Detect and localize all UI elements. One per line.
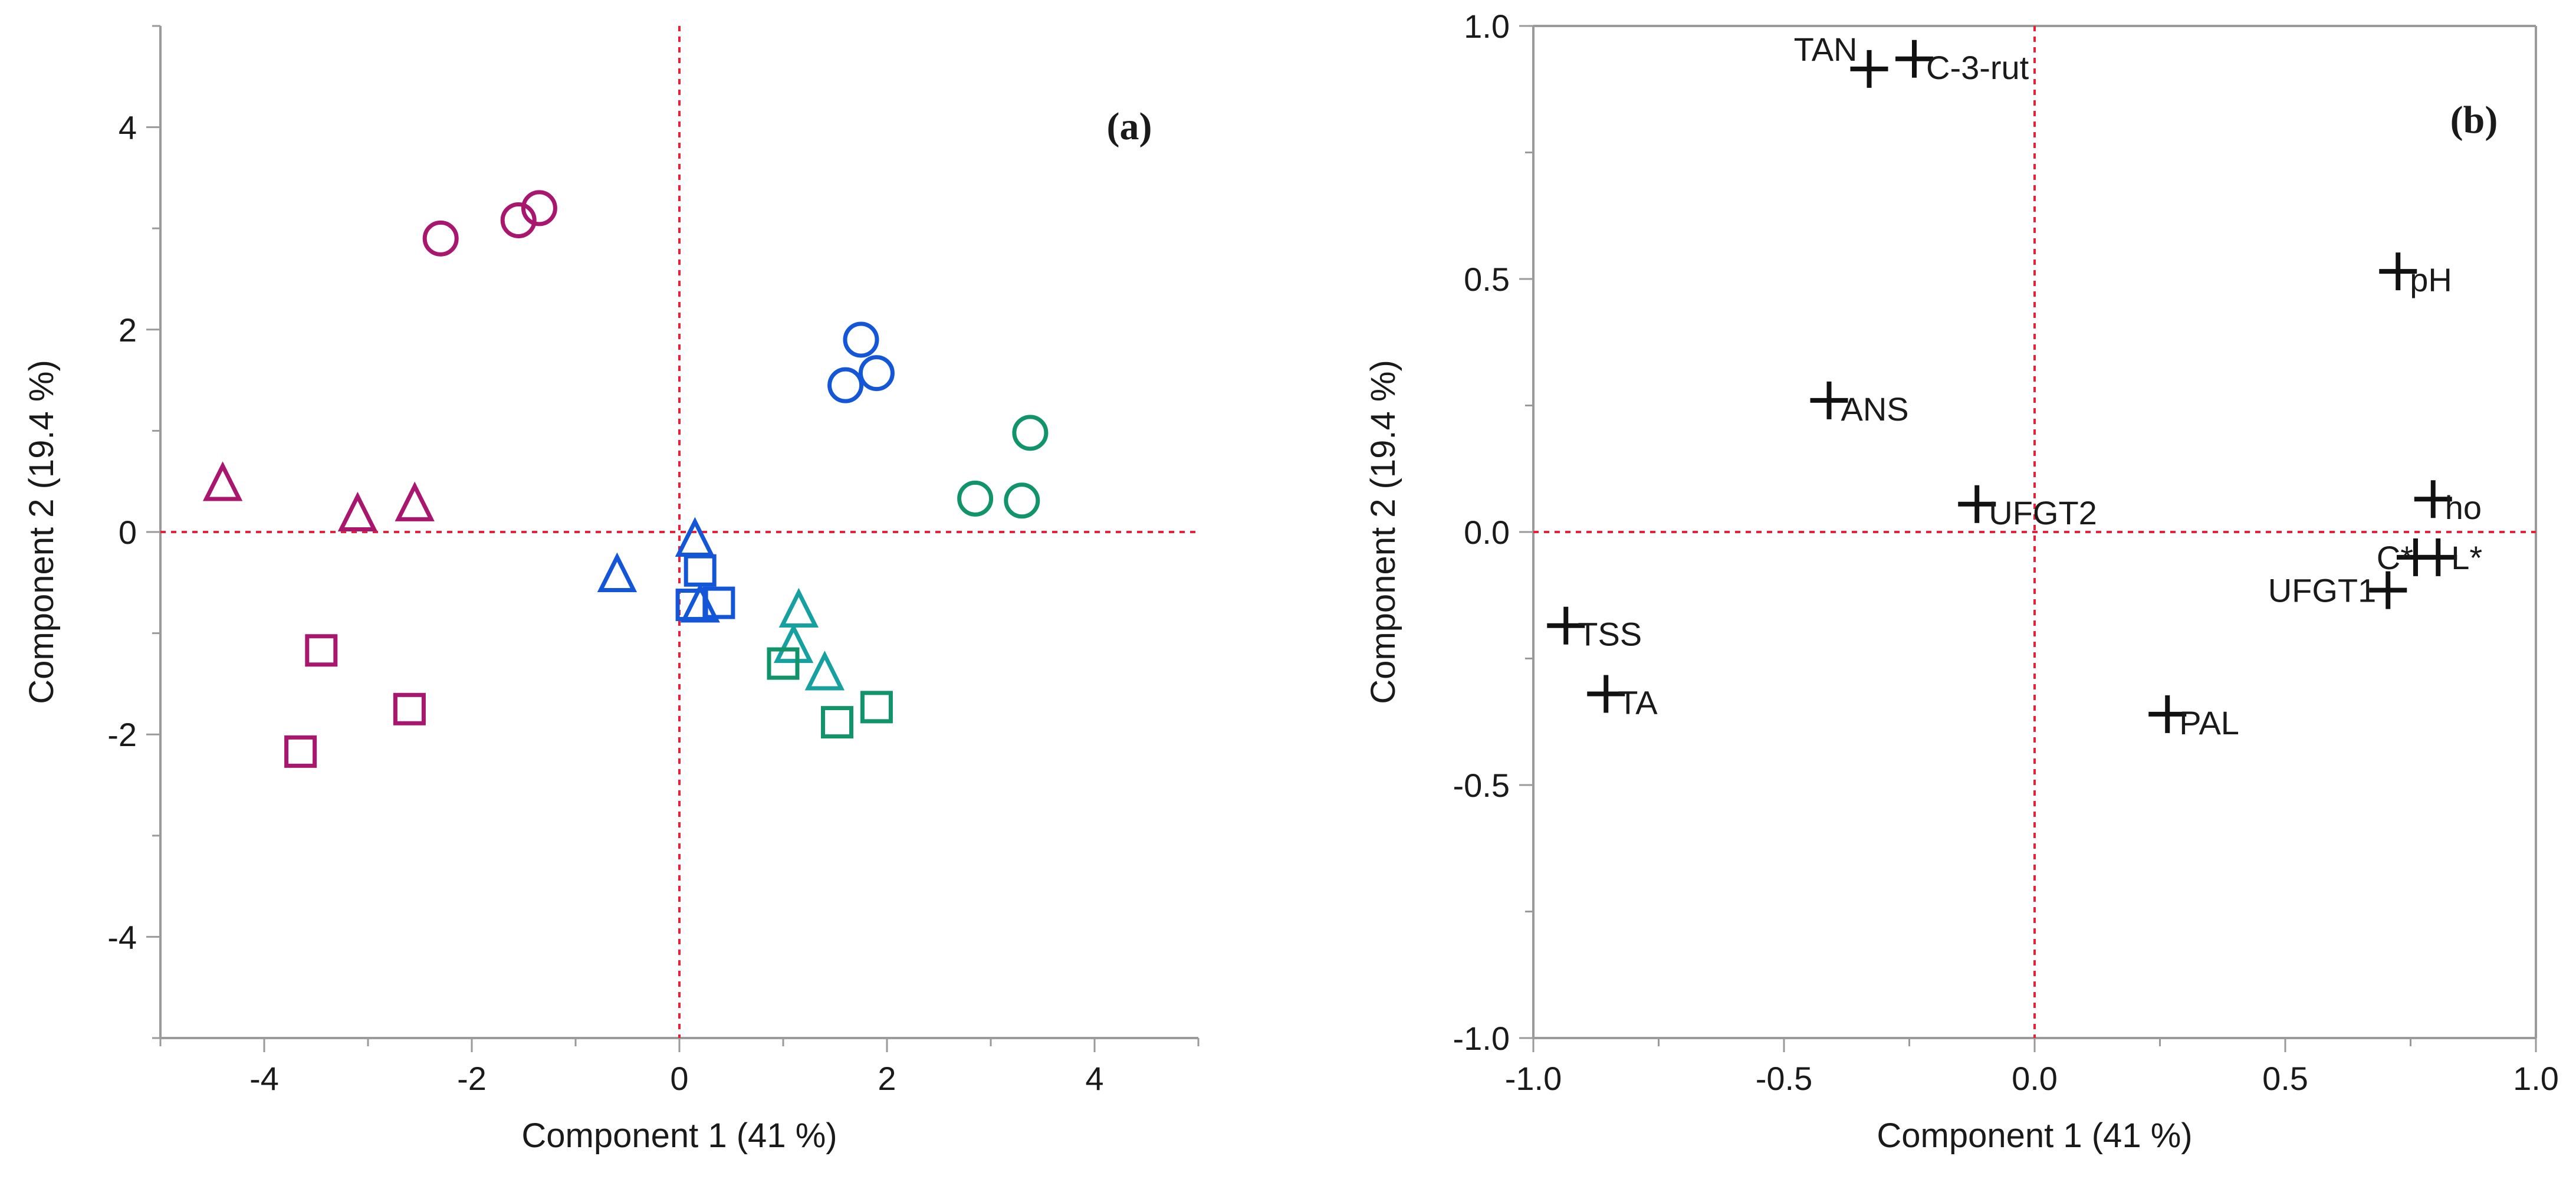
loading-label: TAN xyxy=(1794,31,1858,68)
loading-point-l: L* xyxy=(2419,538,2482,576)
loading-label: UFGT2 xyxy=(1989,494,2097,531)
blue-circle-point xyxy=(843,321,879,358)
loading-point-c: C* xyxy=(2377,538,2434,576)
loading-label: ho xyxy=(2445,489,2482,526)
loading-label: C-3-rut xyxy=(1926,49,2029,86)
y-axis-title: Component 2 (19.4 %) xyxy=(22,360,61,704)
blue-triangle-point xyxy=(675,517,715,557)
panel-b: -1.0 -0.5 0.0 0.5 1.0 -1.0 -0.5 0.0 0.5 1.0 Compon… xyxy=(1364,8,2559,1155)
magenta-circle-point xyxy=(422,220,459,257)
green-square-point xyxy=(821,706,854,739)
blue-square-point xyxy=(684,554,717,587)
loading-label: pH xyxy=(2410,261,2452,298)
green-square-point xyxy=(860,691,893,724)
loading-label: UFGT1 xyxy=(2268,572,2377,609)
x-tick-label: 0.0 xyxy=(2012,1060,2058,1097)
x-tick-label: -0.5 xyxy=(1756,1060,1813,1097)
loading-label: ANS xyxy=(1841,390,1909,428)
x-tick-label: 4 xyxy=(1085,1060,1103,1097)
x-axis-title: Component 1 (41 %) xyxy=(1877,1116,2192,1155)
x-tick-label: 0 xyxy=(670,1060,688,1097)
blue-circle-point xyxy=(827,367,864,403)
magenta-square-point xyxy=(305,634,338,667)
y-axis-title: Component 2 (19.4 %) xyxy=(1364,360,1402,704)
magenta-triangle-point xyxy=(395,481,435,521)
loading-label: C* xyxy=(2377,539,2413,576)
blue-triangle-point xyxy=(597,552,638,592)
blue-square-point xyxy=(702,586,735,619)
y-tick-label: 2 xyxy=(119,311,137,349)
loading-point-ufgt2: UFGT2 xyxy=(1958,485,2097,531)
magenta-circle-point xyxy=(521,190,557,226)
x-tick-label: 0.5 xyxy=(2262,1060,2308,1097)
blue-circle-point xyxy=(858,355,895,392)
y-tick-label: -2 xyxy=(107,716,137,753)
panel-label: (a) xyxy=(1107,105,1152,148)
loading-point-ans: ANS xyxy=(1810,381,1909,428)
green-square-point xyxy=(767,647,800,680)
x-tick-label: -4 xyxy=(249,1060,279,1097)
loading-label: TA xyxy=(1618,684,1658,721)
loading-label: TSS xyxy=(1578,616,1642,653)
x-tick-label: -1.0 xyxy=(1505,1060,1562,1097)
y-tick-label: -4 xyxy=(107,918,137,955)
x-tick-label: 2 xyxy=(878,1060,896,1097)
loading-point-ufgt1: UFGT1 xyxy=(2268,571,2407,609)
green-circle-point xyxy=(1012,415,1049,451)
y-tick-label: 4 xyxy=(119,109,137,146)
loading-label: PAL xyxy=(2179,704,2239,741)
loading-point-ph: pH xyxy=(2379,252,2452,298)
loading-point-pal: PAL xyxy=(2148,695,2239,741)
green-circle-point xyxy=(957,480,994,517)
magenta-circle-point xyxy=(500,202,537,238)
panel-a: -4 -2 0 2 4 -4 -2 0 2 4 Component 1 (41 %) Componen… xyxy=(22,25,1200,1155)
y-tick-label: 0 xyxy=(119,514,137,551)
teal-triangle-point xyxy=(778,587,819,628)
y-tick-label: 1.0 xyxy=(1464,8,1510,45)
green-circle-point xyxy=(1004,482,1040,519)
loading-point-tss: TSS xyxy=(1547,606,1642,653)
magenta-square-point xyxy=(393,692,426,725)
panel-label: (b) xyxy=(2450,98,2498,142)
teal-triangle-point xyxy=(773,623,814,664)
loading-point-c-3-rut: C-3-rut xyxy=(1895,40,2029,86)
x-tick-label: 1.0 xyxy=(2513,1060,2559,1097)
loading-point-ta: TA xyxy=(1587,675,1658,721)
magenta-triangle-point xyxy=(202,461,243,501)
y-tick-label: 0.5 xyxy=(1464,261,1510,298)
y-tick-label: 0.0 xyxy=(1464,514,1510,551)
x-axis-title: Component 1 (41 %) xyxy=(521,1116,837,1155)
magenta-square-point xyxy=(284,735,317,768)
x-tick-label: -2 xyxy=(457,1060,487,1097)
loading-point-ho: ho xyxy=(2414,480,2482,526)
y-tick-label: -1.0 xyxy=(1453,1020,1510,1057)
loading-label: L* xyxy=(2451,539,2482,576)
loading-point-tan: TAN xyxy=(1794,31,1888,88)
magenta-triangle-point xyxy=(337,491,378,532)
y-tick-label: -0.5 xyxy=(1453,767,1510,804)
teal-triangle-point xyxy=(804,651,845,691)
